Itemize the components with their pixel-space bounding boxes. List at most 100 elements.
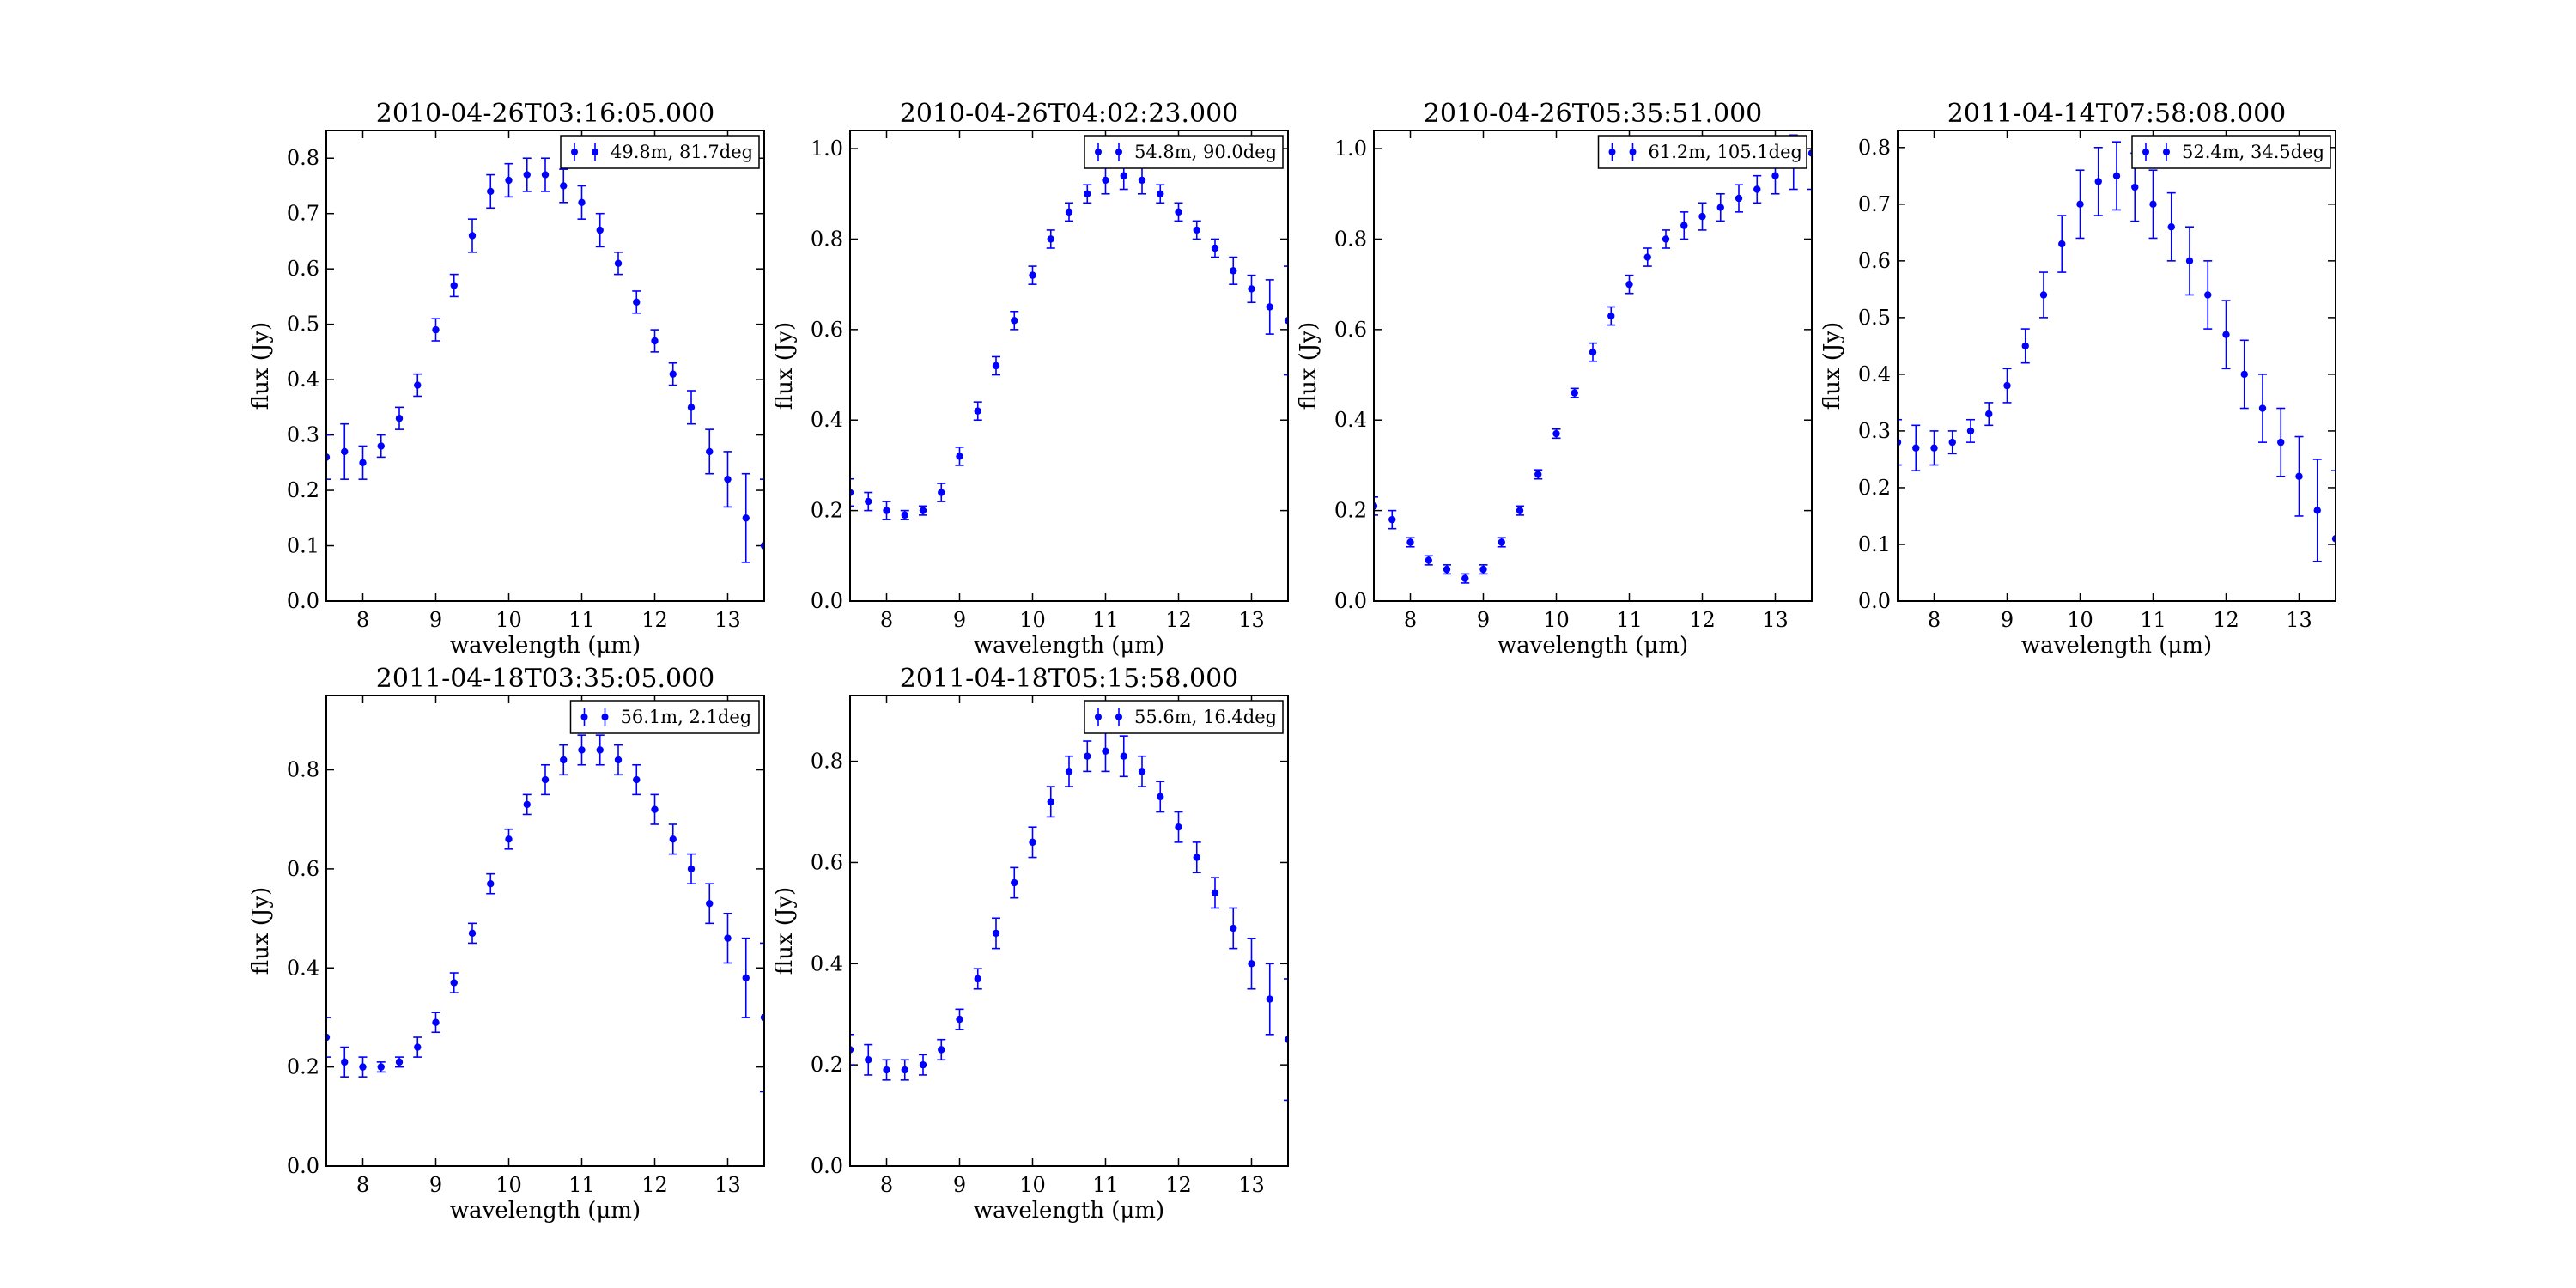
data-point	[992, 929, 1000, 938]
data-point	[1248, 960, 1255, 968]
data-point	[1266, 995, 1273, 1003]
data-point	[1443, 565, 1451, 574]
chart-panel-2: 2010-04-26T04:02:23.000 8 9 10 11 12 13 0.0 0.2 0…	[772, 99, 1289, 659]
y-axis-label: flux (Jy)	[772, 887, 798, 975]
x-tick-label: 11	[1092, 608, 1119, 632]
chart-title: 2010-04-26T05:35:51.000	[1424, 99, 1763, 129]
data-point	[1084, 752, 1091, 760]
data-point	[2076, 200, 2084, 209]
data-point	[326, 453, 331, 461]
data-point	[1498, 538, 1505, 546]
x-tick-label: 13	[714, 608, 741, 632]
legend: 49.8m, 81.7deg	[560, 135, 760, 169]
data-point	[956, 1015, 963, 1024]
x-tick-label: 10	[495, 608, 522, 632]
chart-panel-1: 2010-04-26T03:16:05.000 8 9 10 11 12 13 0.0 0.1 0…	[248, 99, 765, 659]
data-point	[468, 232, 477, 240]
y-tick-label: 0.8	[287, 758, 319, 782]
data-point	[560, 756, 568, 764]
data-point	[1138, 768, 1146, 775]
plot-frame	[1897, 130, 2336, 602]
x-axis-label: wavelength (μm)	[974, 633, 1164, 659]
y-tick-label: 0.8	[287, 146, 319, 170]
x-tick-label: 12	[2213, 608, 2239, 632]
legend-marker	[580, 714, 588, 720]
legend-marker	[2142, 149, 2149, 155]
data-series	[850, 730, 1288, 1102]
legend-label: 52.4m, 34.5deg	[2182, 142, 2324, 162]
data-point	[1930, 444, 1938, 452]
data-point	[850, 1046, 854, 1054]
data-point	[1898, 438, 1902, 447]
data-point	[865, 497, 872, 506]
x-tick-label: 8	[356, 1173, 369, 1197]
data-point	[1230, 267, 1237, 275]
data-point	[883, 507, 890, 514]
x-tick-label: 13	[1238, 608, 1265, 632]
data-point	[1771, 172, 1779, 179]
data-point	[2331, 535, 2336, 543]
data-point	[938, 489, 945, 496]
x-tick-label: 9	[953, 1173, 966, 1197]
data-point	[669, 835, 677, 843]
data-point	[377, 1063, 385, 1071]
data-point	[2058, 240, 2066, 248]
data-point	[578, 198, 586, 207]
x-tick-label: 9	[2001, 608, 2014, 632]
y-tick-label: 0.2	[287, 478, 319, 502]
data-point	[1102, 176, 1109, 185]
y-tick-label: 0.4	[287, 956, 319, 980]
x-tick-label: 10	[495, 1173, 522, 1197]
x-tick-label: 9	[429, 1173, 442, 1197]
data-point	[450, 979, 458, 987]
data-point	[1284, 1036, 1288, 1043]
legend: 61.2m, 105.1deg	[1597, 135, 1807, 169]
data-point	[919, 507, 927, 514]
y-tick-label: 0.4	[811, 951, 843, 975]
data-point	[2131, 183, 2139, 191]
data-point	[1753, 185, 1761, 193]
legend-marker	[601, 714, 609, 720]
data-point	[974, 975, 981, 983]
data-point	[395, 415, 404, 422]
x-tick-label: 10	[2067, 608, 2093, 632]
data-point	[2295, 472, 2303, 480]
data-point	[669, 370, 677, 378]
y-tick-label: 0.7	[1858, 192, 1891, 216]
x-tick-label: 11	[2140, 608, 2166, 632]
x-tick-label: 13	[1238, 1173, 1265, 1197]
x-tick-label: 8	[356, 608, 369, 632]
legend-label: 55.6m, 16.4deg	[1134, 707, 1277, 727]
x-tick-label: 12	[1165, 1173, 1192, 1197]
y-tick-label: 0.8	[811, 227, 843, 251]
x-tick-label: 9	[1477, 608, 1490, 632]
data-point	[1680, 222, 1688, 229]
data-series	[326, 157, 764, 601]
x-tick-label: 8	[1404, 608, 1417, 632]
data-point	[541, 171, 550, 179]
data-point	[1211, 244, 1219, 252]
x-tick-label: 9	[953, 608, 966, 632]
x-axis-label: wavelength (μm)	[974, 1198, 1164, 1224]
data-point	[742, 514, 750, 522]
x-axis-label: wavelength (μm)	[450, 1198, 641, 1224]
chart-title: 2010-04-26T03:16:05.000	[376, 99, 715, 129]
data-point	[651, 805, 659, 813]
data-point	[2149, 200, 2157, 209]
y-tick-label: 0.8	[1334, 227, 1367, 251]
data-point	[706, 447, 714, 456]
y-tick-label: 0.4	[287, 368, 319, 392]
data-point	[1102, 747, 1109, 756]
x-tick-label: 13	[1762, 608, 1789, 632]
data-series	[326, 734, 764, 1093]
data-point	[523, 800, 531, 809]
data-point	[560, 182, 568, 190]
chart-panel-4: 2011-04-14T07:58:08.000 8 9 10 11 12 13 0.0 0.1 0…	[1820, 99, 2336, 659]
data-point	[1966, 427, 1975, 435]
data-point	[760, 1013, 764, 1022]
x-tick-label: 13	[2286, 608, 2312, 632]
y-tick-label: 0.0	[811, 589, 843, 613]
plot-frame	[1373, 130, 1813, 602]
legend: 55.6m, 16.4deg	[1084, 700, 1284, 734]
legend: 52.4m, 34.5deg	[2131, 135, 2331, 169]
